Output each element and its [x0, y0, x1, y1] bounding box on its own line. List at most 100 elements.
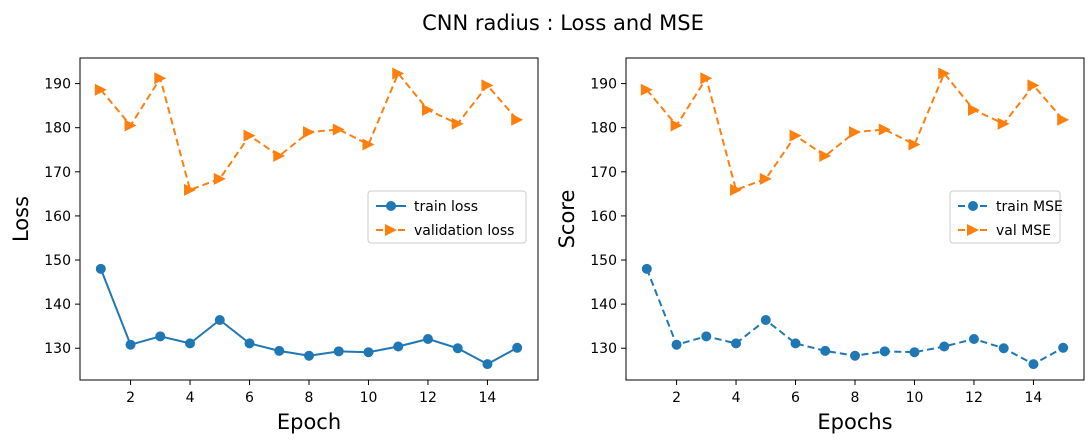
data-point	[392, 67, 405, 80]
data-point	[332, 123, 345, 136]
data-point	[214, 315, 225, 326]
y-tick-label: 130	[590, 341, 617, 357]
data-point	[95, 263, 106, 274]
x-tick-label: 8	[305, 390, 314, 406]
data-point	[273, 149, 286, 162]
x-tick-label: 2	[126, 390, 135, 406]
data-point	[333, 346, 344, 357]
data-point	[1027, 79, 1040, 92]
data-point	[878, 123, 891, 136]
y-tick-label: 150	[44, 253, 71, 269]
data-point	[997, 117, 1010, 130]
data-point	[789, 129, 802, 142]
data-point	[244, 338, 255, 349]
legend-label: validation loss	[414, 223, 514, 239]
data-point	[303, 126, 315, 139]
data-point	[512, 342, 523, 353]
data-point	[393, 341, 404, 352]
data-point	[967, 104, 980, 117]
x-tick-label: 14	[479, 390, 497, 406]
legend-marker	[968, 201, 978, 211]
y-tick-label: 130	[44, 341, 71, 357]
data-point	[1058, 342, 1069, 353]
data-point	[362, 138, 375, 151]
y-tick-label: 140	[590, 297, 617, 313]
data-point	[968, 333, 979, 344]
data-point	[759, 172, 772, 185]
data-point	[909, 347, 920, 358]
legend: train MSE val MSE	[949, 190, 1063, 244]
y-axis-label: Loss	[9, 196, 33, 242]
legend-label: train loss	[414, 199, 478, 215]
legend: train loss validation loss	[367, 190, 527, 244]
data-point	[274, 345, 285, 356]
data-point	[155, 331, 166, 342]
data-point	[363, 347, 374, 358]
legend-marker	[385, 224, 397, 236]
y-tick-label: 150	[590, 253, 617, 269]
x-tick-label: 10	[906, 390, 924, 406]
legend-marker	[386, 201, 396, 211]
data-point	[850, 350, 860, 361]
data-point	[790, 338, 801, 349]
data-point	[641, 263, 652, 274]
x-tick-label: 12	[965, 390, 983, 406]
y-tick-label: 170	[44, 165, 71, 181]
x-tick-label: 10	[360, 390, 378, 406]
x-tick-label: 6	[245, 390, 254, 406]
data-point	[422, 333, 433, 344]
data-point	[908, 138, 921, 151]
data-point	[938, 67, 951, 80]
data-point	[1028, 359, 1039, 370]
data-point	[939, 341, 950, 352]
data-point	[481, 79, 494, 92]
x-axis-label: Epochs	[817, 410, 892, 434]
data-point	[94, 83, 107, 96]
legend-box	[367, 190, 527, 244]
data-point	[154, 72, 167, 85]
y-axis-label: Score	[555, 190, 579, 249]
data-point	[184, 183, 197, 196]
y-tick-label: 140	[44, 297, 71, 313]
x-tick-label: 14	[1025, 390, 1043, 406]
data-point	[304, 350, 314, 361]
data-point	[243, 129, 256, 142]
x-tick-label: 4	[732, 390, 741, 406]
y-tick-label: 190	[44, 77, 71, 93]
data-point	[849, 126, 861, 139]
x-tick-label: 6	[791, 390, 800, 406]
data-point	[998, 343, 1009, 354]
legend-label: train MSE	[996, 199, 1063, 215]
data-point	[700, 72, 713, 85]
y-tick-label: 190	[590, 77, 617, 93]
data-point	[1057, 113, 1070, 126]
x-axis-label: Epoch	[277, 410, 341, 434]
data-point	[511, 113, 524, 126]
legend-label: val MSE	[996, 223, 1051, 239]
data-point	[482, 359, 493, 370]
x-tick-label: 4	[186, 390, 195, 406]
x-tick-label: 2	[672, 390, 681, 406]
data-point	[421, 104, 434, 117]
legend-marker	[967, 224, 979, 236]
y-tick-label: 180	[590, 121, 617, 137]
data-point	[731, 338, 742, 349]
data-point	[671, 339, 682, 350]
data-point	[213, 172, 226, 185]
figure-suptitle: CNN radius : Loss and MSE	[422, 11, 704, 35]
data-point	[185, 338, 196, 349]
data-point	[819, 149, 832, 162]
y-tick-label: 160	[590, 209, 617, 225]
x-tick-label: 12	[419, 390, 437, 406]
data-point	[640, 83, 653, 96]
mse-panel: 2 4 6 8 10 12 14 130 140 150 160 170 180 190 Epochs Sco…	[555, 57, 1085, 434]
y-tick-label: 160	[44, 209, 71, 225]
x-tick-label: 8	[851, 390, 860, 406]
data-point	[125, 339, 136, 350]
loss-panel: 2 4 6 8 10 12 14 130 140 150 160 170 180 190 Epoch Loss…	[9, 57, 539, 434]
y-tick-label: 180	[44, 121, 71, 137]
data-point	[670, 119, 683, 132]
data-point	[820, 345, 831, 356]
data-point	[451, 117, 464, 130]
